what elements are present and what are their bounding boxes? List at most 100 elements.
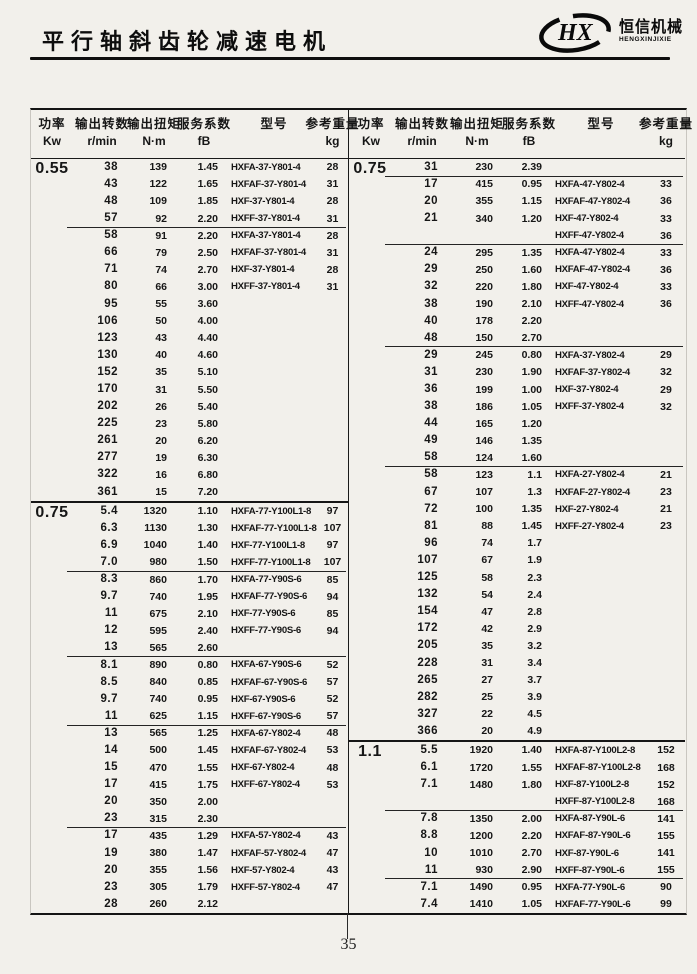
ratio-group: 8.1 890 0.80 HXFA-67-Y90S-6 52 8.5 840 0.85 HXFA…: [31, 656, 348, 725]
cell-rpm: 7.0: [100, 555, 118, 568]
cell-service-factor: 1.40: [197, 539, 218, 552]
cell-service-factor: 2.20: [197, 229, 218, 242]
cell-model: HXFA-57-Y802-4: [231, 830, 301, 842]
cell-rpm: 81: [424, 519, 438, 532]
column-header-service-factor: 服务系数 fB: [502, 117, 557, 149]
cell-rpm: 265: [417, 673, 438, 686]
cell-rpm: 57: [104, 212, 118, 225]
cell-torque: 66: [155, 280, 167, 293]
cell-service-factor: 1.47: [197, 847, 218, 860]
ratio-group: 38 139 1.45 HXFA-37-Y801-4 28 43 122 1.65 HXFAF-…: [31, 159, 348, 227]
cell-weight: 99: [660, 898, 672, 911]
cell-torque: 31: [481, 657, 493, 670]
cell-rpm: 49: [424, 434, 438, 447]
cell-service-factor: 1.29: [197, 829, 218, 842]
table-row: 205 35 3.2: [349, 638, 685, 655]
cell-service-factor: 3.2: [527, 639, 542, 652]
cell-model: HXFA-37-Y802-4: [555, 349, 625, 361]
cell-model: HXFA-87-Y90L-6: [555, 813, 625, 825]
cell-service-factor: 0.85: [197, 676, 218, 689]
cell-rpm: 8.5: [100, 675, 118, 688]
cell-weight: 97: [326, 505, 339, 518]
cell-rpm: 172: [417, 622, 438, 635]
cell-rpm: 9.7: [100, 692, 118, 705]
ratio-group: 58 123 1.1 HXFA-27-Y802-4 21 67 107 1.3 HXFAF-27…: [349, 466, 685, 741]
cell-torque: 91: [155, 229, 167, 242]
cell-rpm: 14: [104, 743, 118, 756]
cell-model: HXFF-37-Y801-4: [231, 213, 300, 225]
cell-torque: 1490: [469, 881, 493, 894]
cell-rpm: 80: [104, 280, 118, 293]
cell-service-factor: 1.1: [527, 468, 542, 481]
column-header-rpm: 输出转数 r/min: [74, 117, 129, 149]
cell-model: HXFA-77-Y100L1-8: [231, 505, 311, 517]
cell-weight: 36: [660, 229, 672, 242]
table-row: 7.0 980 1.50 HXFF-77-Y100L1-8 107: [31, 554, 348, 571]
table-row: HXFF-87-Y100L2-8 168: [349, 793, 685, 810]
cell-torque: 92: [155, 212, 167, 225]
cell-model: HXFAF-87-Y100L2-8: [555, 762, 641, 774]
cell-torque: 25: [481, 691, 493, 704]
cell-torque: 930: [475, 864, 493, 877]
cell-weight: 33: [660, 212, 672, 225]
cell-service-factor: 1.00: [521, 383, 542, 396]
cell-rpm: 48: [104, 194, 118, 207]
cell-weight: 23: [660, 486, 672, 499]
ratio-group: 7.8 1350 2.00 HXFA-87-Y90L-6 141 8.8 1200 2.20 H…: [349, 809, 685, 879]
table-row: 71 74 2.70 HXF-37-Y801-4 28: [31, 262, 348, 279]
cell-model: HXF-37-Y801-4: [231, 195, 295, 207]
cell-service-factor: 2.8: [527, 605, 542, 618]
cell-torque: 67: [481, 554, 493, 567]
cell-torque: 26: [155, 400, 167, 413]
table-row: 81 88 1.45 HXFF-27-Y802-4 23: [349, 518, 685, 535]
cell-torque: 100: [475, 503, 493, 516]
cell-rpm: 6.3: [100, 521, 118, 534]
cell-model: HXFA-47-Y802-4: [555, 247, 625, 259]
cell-rpm: 31: [424, 365, 438, 378]
cell-torque: 122: [149, 178, 167, 191]
cell-torque: 860: [149, 573, 167, 586]
column-header-model: 型号: [587, 117, 615, 131]
cell-rpm: 7.1: [420, 778, 438, 791]
cell-torque: 435: [149, 829, 167, 842]
cell-torque: 178: [475, 315, 493, 328]
svg-text:HX: HX: [557, 20, 594, 46]
cell-torque: 22: [481, 708, 493, 721]
ratio-group: 17 435 1.29 HXFA-57-Y802-4 43 19 380 1.47 HXFAF-…: [31, 827, 348, 913]
table-row: 11 625 1.15 HXFF-67-Y90S-6 57: [31, 708, 348, 725]
table-row: 19 380 1.47 HXFAF-57-Y802-4 47: [31, 845, 348, 862]
cell-model: HXFA-87-Y100L2-8: [555, 744, 635, 756]
cell-torque: 355: [475, 195, 493, 208]
cell-torque: 31: [155, 383, 167, 396]
table-row: 38 139 1.45 HXFA-37-Y801-4 28: [31, 159, 348, 176]
cell-model: HXF-27-Y802-4: [555, 503, 619, 515]
cell-service-factor: 2.90: [521, 864, 542, 877]
table-row: 40 178 2.20: [349, 313, 685, 330]
table-row: 6.1 1720 1.55 HXFAF-87-Y100L2-8 168: [349, 759, 685, 776]
table-row: 225 23 5.80: [31, 415, 348, 432]
cell-service-factor: 4.9: [527, 725, 542, 738]
cell-service-factor: 2.3: [527, 571, 542, 584]
power-value: 0.75: [35, 503, 69, 521]
cell-rpm: 58: [424, 468, 438, 481]
cell-rpm: 29: [424, 348, 438, 361]
cell-torque: 245: [475, 349, 493, 362]
cell-torque: 230: [475, 161, 493, 174]
table-row: 31 230 2.39: [349, 159, 685, 176]
cell-torque: 123: [475, 468, 493, 481]
cell-torque: 675: [149, 607, 167, 620]
power-section: 0.55 38 139 1.45 HXFA-37-Y801-4 28 43 122 1.65 HX…: [31, 159, 348, 501]
column-header-power: 功率 Kw: [357, 117, 385, 149]
cell-service-factor: 1.25: [197, 727, 218, 740]
cell-service-factor: 1.45: [197, 161, 218, 174]
cell-weight: 28: [326, 195, 339, 208]
cell-rpm: 11: [104, 709, 118, 722]
cell-service-factor: 2.70: [521, 332, 542, 345]
cell-weight: 31: [326, 280, 339, 293]
cell-rpm: 8.8: [420, 829, 438, 842]
cell-torque: 40: [155, 349, 167, 362]
cell-torque: 1410: [469, 898, 493, 911]
column-header-service-factor: 服务系数 fB: [177, 117, 232, 149]
cell-rpm: 9.7: [100, 590, 118, 603]
cell-rpm: 106: [97, 314, 118, 327]
